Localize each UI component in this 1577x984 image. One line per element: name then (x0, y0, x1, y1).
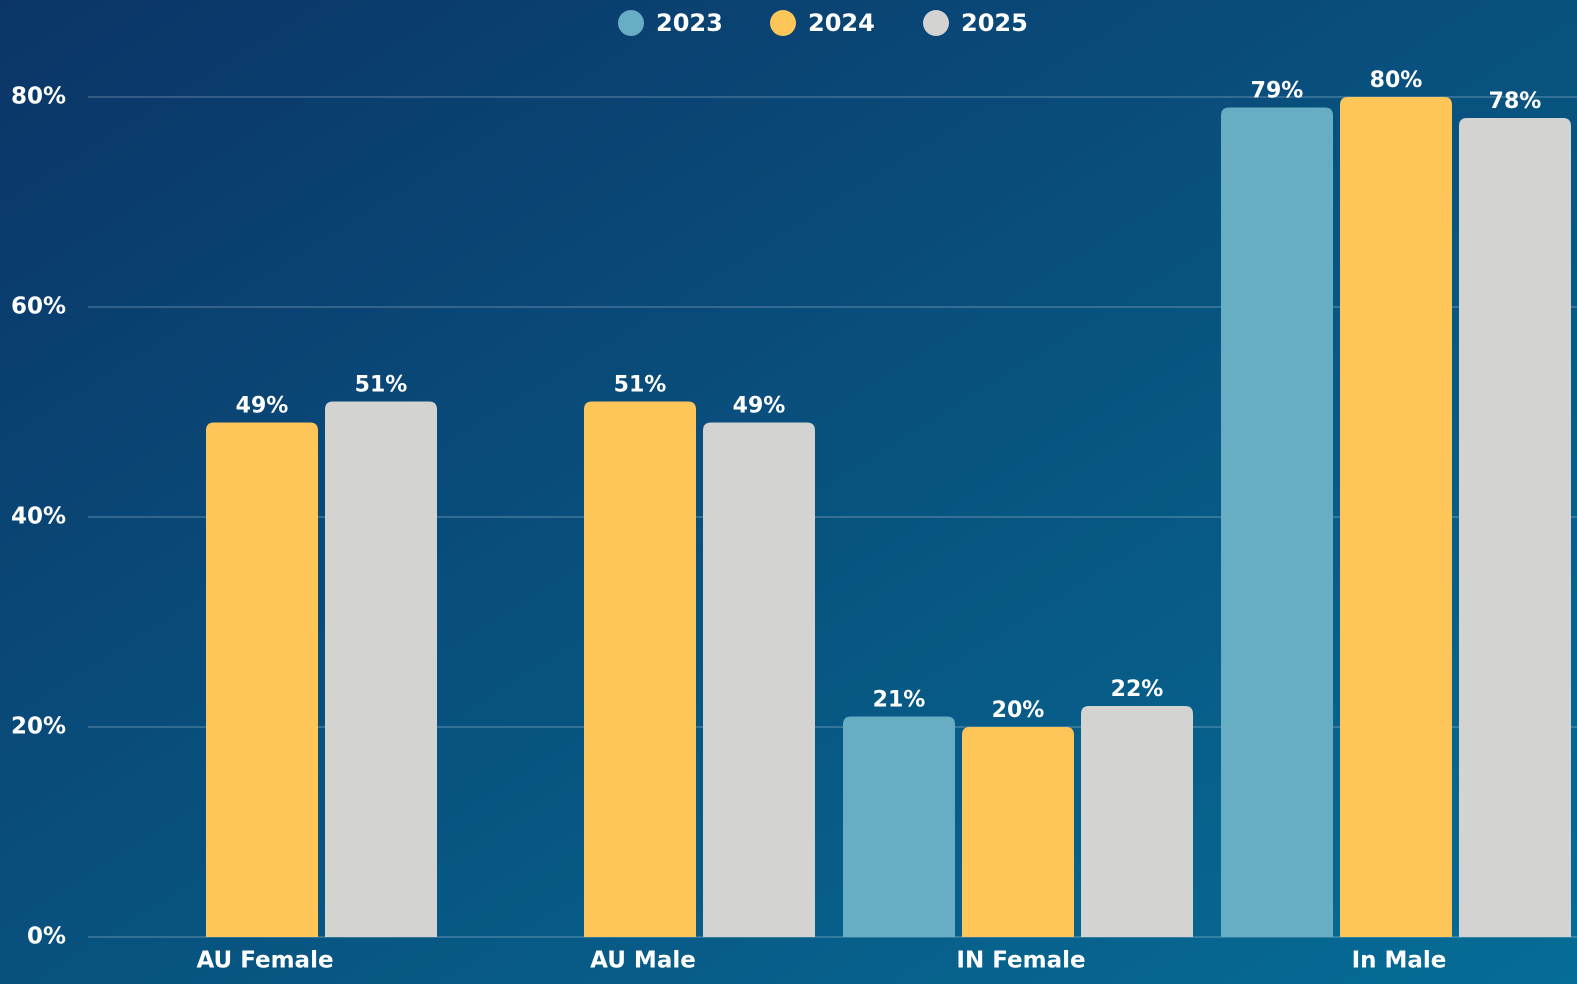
legend-label: 2023 (656, 9, 723, 37)
bar (1459, 118, 1571, 937)
data-label: 51% (355, 373, 408, 398)
legend-label: 2025 (961, 9, 1028, 37)
y-tick-label: 60% (11, 294, 66, 320)
data-label: 79% (1251, 79, 1304, 104)
data-label: 80% (1370, 68, 1423, 93)
data-label: 21% (873, 688, 926, 713)
y-tick-label: 80% (11, 84, 66, 110)
x-tick-label: IN Female (956, 948, 1085, 974)
data-label: 20% (992, 698, 1045, 723)
y-tick-label: 20% (11, 714, 66, 740)
legend-label: 2024 (808, 9, 875, 37)
data-label: 22% (1111, 677, 1164, 702)
bar (325, 401, 437, 937)
legend-swatch (618, 10, 644, 36)
bar (1081, 706, 1193, 937)
x-tick-label: In Male (1352, 948, 1447, 974)
bar (962, 727, 1074, 937)
data-label: 51% (614, 373, 667, 398)
bar (206, 422, 318, 937)
data-label: 49% (236, 394, 289, 419)
bar (1340, 97, 1452, 937)
data-label: 78% (1489, 89, 1542, 114)
legend-swatch (923, 10, 949, 36)
x-tick-label: AU Female (196, 948, 333, 974)
bar (1221, 107, 1333, 937)
legend-swatch (770, 10, 796, 36)
data-label: 49% (733, 394, 786, 419)
y-tick-label: 40% (11, 504, 66, 530)
bar (584, 401, 696, 937)
bar (703, 422, 815, 937)
x-tick-label: AU Male (590, 948, 696, 974)
y-tick-label: 0% (27, 924, 66, 950)
bar (843, 716, 955, 937)
